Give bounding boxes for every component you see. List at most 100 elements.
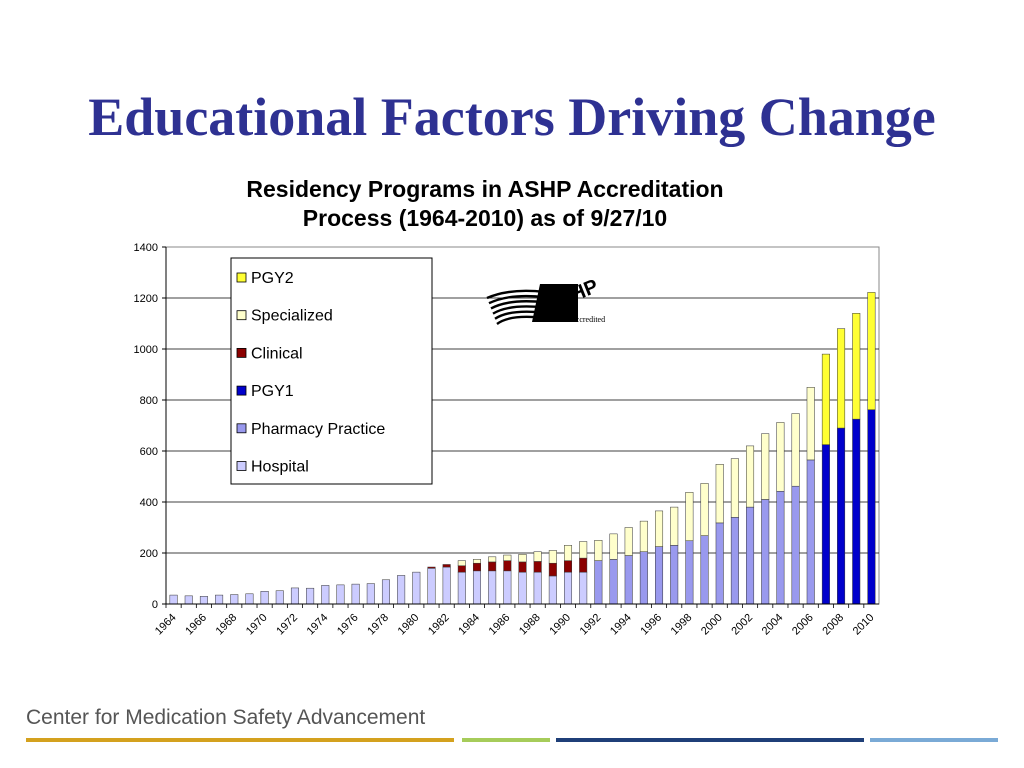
x-tick-label: 1980 bbox=[396, 612, 422, 638]
bar-segment-pgy1 bbox=[852, 418, 861, 605]
x-tick-label: 1982 bbox=[426, 612, 452, 638]
bar-segment-hospital bbox=[457, 571, 466, 605]
bar-segment-clinical bbox=[518, 561, 527, 573]
x-tick-label: 2004 bbox=[760, 612, 786, 638]
bar-segment-specialized bbox=[609, 533, 618, 560]
bar-segment-hospital bbox=[336, 584, 345, 605]
bar-segment-specialized bbox=[685, 492, 694, 542]
bar-segment-hospital bbox=[548, 575, 557, 605]
bar-segment-hospital bbox=[564, 571, 573, 605]
bar-segment-hospital bbox=[260, 591, 269, 605]
bar-segment-hospital bbox=[351, 583, 360, 605]
bar-segment-hospital bbox=[579, 571, 588, 605]
x-tick-label: 1990 bbox=[547, 612, 573, 638]
bar-segment-specialized bbox=[548, 550, 557, 564]
x-tick-label: 1972 bbox=[274, 612, 300, 638]
legend-swatch bbox=[236, 461, 247, 471]
bar-segment-hospital bbox=[397, 575, 406, 605]
bar-segment-specialized bbox=[746, 445, 755, 508]
x-tick-label: 1964 bbox=[153, 612, 179, 638]
legend-label: Hospital bbox=[251, 459, 309, 476]
x-tick-label: 1970 bbox=[244, 612, 270, 638]
bar-segment-pharmacy-practice bbox=[791, 485, 800, 605]
chart-title-line-2: Process (1964-2010) as of 9/27/10 bbox=[302, 205, 668, 231]
bar-segment-hospital bbox=[518, 571, 527, 605]
bar-segment-specialized bbox=[457, 560, 466, 567]
bar-segment-hospital bbox=[184, 595, 193, 605]
bar-segment-clinical bbox=[564, 560, 573, 573]
legend: PGY2 Specialized Clinical PGY1 Pharmacy Prac… bbox=[230, 257, 433, 485]
bar-segment-specialized bbox=[639, 520, 648, 552]
x-tick-label: 2010 bbox=[851, 612, 877, 638]
footer-bar-2 bbox=[462, 738, 550, 742]
x-tick-label: 2008 bbox=[820, 612, 846, 638]
bar-segment-specialized bbox=[776, 422, 785, 492]
bar-segment-pgy2 bbox=[852, 313, 861, 420]
bar-segment-hospital bbox=[381, 579, 390, 605]
bar-segment-pharmacy-practice bbox=[746, 506, 755, 605]
bar-segment-clinical bbox=[442, 564, 451, 568]
y-tick-label: 600 bbox=[140, 446, 158, 458]
legend-swatch bbox=[236, 423, 247, 434]
legend-label: PGY1 bbox=[251, 383, 294, 400]
bar-segment-specialized bbox=[655, 510, 664, 547]
bar-segment-pharmacy-practice bbox=[670, 545, 679, 605]
bar-segment-pgy1 bbox=[867, 409, 876, 605]
bar-segment-specialized bbox=[761, 433, 770, 500]
bar-segment-specialized bbox=[518, 554, 527, 563]
bar-segment-pharmacy-practice bbox=[594, 560, 603, 605]
x-tick-label: 1992 bbox=[578, 612, 604, 638]
bar-segment-specialized bbox=[715, 464, 724, 524]
footer-bar-1 bbox=[26, 738, 454, 742]
x-tick-label: 1978 bbox=[365, 612, 391, 638]
y-tick-label: 0 bbox=[152, 599, 158, 611]
bar-segment-hospital bbox=[503, 570, 512, 605]
logo-stripes bbox=[486, 284, 578, 325]
bar-segment-pgy2 bbox=[837, 328, 846, 429]
bar-segment-hospital bbox=[245, 593, 254, 605]
legend-swatch bbox=[236, 347, 247, 358]
bar-segment-specialized bbox=[533, 551, 542, 562]
bar-segment-hospital bbox=[306, 587, 315, 605]
slide-title: Educational Factors Driving Change bbox=[88, 87, 936, 147]
footer-bar-4 bbox=[870, 738, 998, 742]
x-tick-label: 1998 bbox=[669, 612, 695, 638]
bar-segment-hospital bbox=[366, 583, 375, 605]
bar-segment-pharmacy-practice bbox=[639, 551, 648, 605]
bar-segment-clinical bbox=[488, 561, 497, 572]
bar-segment-clinical bbox=[427, 566, 436, 569]
bar-segment-hospital bbox=[533, 571, 542, 605]
bar-segment-pgy2 bbox=[821, 353, 830, 445]
bar-segment-specialized bbox=[564, 545, 573, 561]
bar-segment-specialized bbox=[806, 387, 815, 461]
bar-segment-specialized bbox=[594, 540, 603, 561]
x-tick-label: 1994 bbox=[608, 612, 634, 638]
bar-segment-hospital bbox=[427, 568, 436, 605]
bar-segment-pharmacy-practice bbox=[761, 499, 770, 605]
bar-segment-hospital bbox=[290, 587, 299, 605]
bar-segment-pharmacy-practice bbox=[776, 491, 785, 605]
legend-label: PGY2 bbox=[251, 270, 294, 287]
x-tick-label: 2000 bbox=[699, 612, 725, 638]
x-tick-label: 1966 bbox=[183, 612, 209, 638]
bar-segment-hospital bbox=[488, 570, 497, 605]
bar-segment-pharmacy-practice bbox=[624, 555, 633, 605]
footer-organization: Center for Medication Safety Advancement bbox=[26, 706, 426, 729]
bar-segment-pgy1 bbox=[821, 444, 830, 605]
bar-segment-hospital bbox=[275, 590, 284, 605]
y-tick-label: 200 bbox=[140, 548, 158, 560]
bar-segment-clinical bbox=[503, 560, 512, 572]
bar-segment-specialized bbox=[791, 413, 800, 487]
bar-segment-hospital bbox=[321, 585, 330, 605]
bar-segment-clinical bbox=[579, 557, 588, 573]
y-tick-label: 400 bbox=[140, 497, 158, 509]
bar-segment-hospital bbox=[230, 594, 239, 605]
bar-segment-pharmacy-practice bbox=[700, 535, 709, 605]
bar-segment-hospital bbox=[412, 571, 421, 605]
x-tick-label: 2002 bbox=[729, 612, 755, 638]
bar-segment-pgy2 bbox=[867, 292, 876, 410]
bar-segment-pharmacy-practice bbox=[609, 559, 618, 605]
bar-segment-specialized bbox=[488, 556, 497, 563]
y-tick-label: 1200 bbox=[134, 293, 158, 305]
